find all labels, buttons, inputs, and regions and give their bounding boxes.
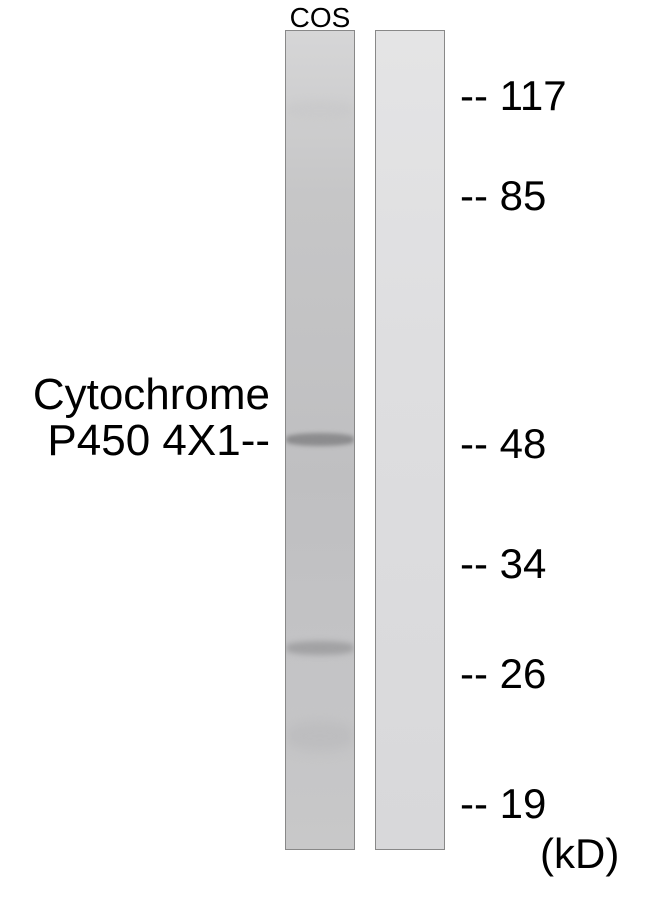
gel-band xyxy=(286,721,354,751)
gel-band xyxy=(286,101,354,121)
lane-2 xyxy=(375,30,445,850)
mw-marker: -- 117 xyxy=(460,72,567,120)
mw-marker: -- 48 xyxy=(460,420,546,468)
western-blot-figure: COS Cytochrome P450 4X1-- -- 117 -- 85 -- … xyxy=(0,0,651,905)
mw-marker: -- 85 xyxy=(460,172,546,220)
protein-name-line1: Cytochrome xyxy=(33,370,270,419)
mw-marker: -- 26 xyxy=(460,650,546,698)
mw-marker: -- 34 xyxy=(460,540,546,588)
protein-name-line2: P450 4X1 xyxy=(47,416,240,465)
lane-1: COS xyxy=(285,30,355,850)
mw-marker: -- 19 xyxy=(460,780,546,828)
lane-1-column xyxy=(285,30,355,850)
protein-tick: -- xyxy=(241,416,270,465)
gel-band xyxy=(286,641,354,655)
mw-unit: (kD) xyxy=(540,830,619,878)
gel-band xyxy=(286,433,354,446)
protein-name-label: Cytochrome P450 4X1-- xyxy=(0,372,270,464)
lane-2-column xyxy=(375,30,445,850)
